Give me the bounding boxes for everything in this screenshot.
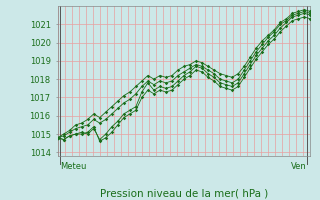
- Text: Ven: Ven: [291, 162, 307, 171]
- Text: Pression niveau de la mer( hPa ): Pression niveau de la mer( hPa ): [100, 189, 268, 199]
- Text: Meteu: Meteu: [60, 162, 86, 171]
